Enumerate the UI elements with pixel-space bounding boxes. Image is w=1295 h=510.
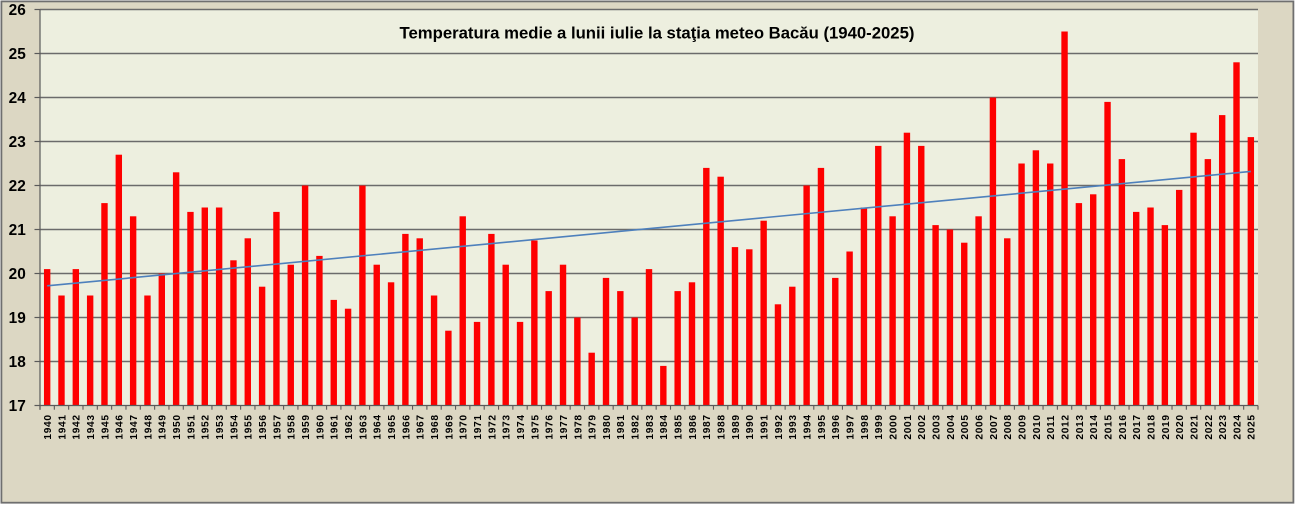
svg-text:2005: 2005	[960, 414, 971, 439]
svg-text:1983: 1983	[645, 414, 656, 439]
svg-text:1999: 1999	[874, 414, 885, 439]
svg-text:1966: 1966	[401, 414, 412, 439]
svg-text:20: 20	[9, 266, 26, 283]
svg-text:1958: 1958	[287, 414, 298, 439]
svg-text:1953: 1953	[215, 414, 226, 439]
svg-text:1993: 1993	[788, 414, 799, 439]
svg-text:26: 26	[9, 2, 26, 19]
svg-text:1957: 1957	[272, 414, 283, 439]
svg-text:1959: 1959	[301, 414, 312, 439]
svg-text:1977: 1977	[559, 414, 570, 439]
svg-text:1994: 1994	[803, 414, 814, 439]
svg-text:2021: 2021	[1189, 414, 1200, 439]
svg-text:2000: 2000	[889, 414, 900, 439]
svg-text:1941: 1941	[57, 414, 68, 439]
svg-text:2016: 2016	[1118, 414, 1129, 439]
svg-text:2011: 2011	[1046, 415, 1057, 440]
svg-text:1965: 1965	[387, 414, 398, 439]
svg-text:1954: 1954	[229, 414, 240, 439]
svg-text:1970: 1970	[459, 414, 470, 439]
svg-text:1960: 1960	[315, 414, 326, 439]
svg-text:1962: 1962	[344, 414, 355, 439]
svg-text:1992: 1992	[774, 414, 785, 439]
svg-text:1956: 1956	[258, 414, 269, 439]
svg-text:1946: 1946	[115, 414, 126, 439]
svg-text:2009: 2009	[1017, 414, 1028, 439]
svg-text:2024: 2024	[1232, 414, 1243, 439]
svg-text:2010: 2010	[1032, 414, 1043, 439]
svg-text:1979: 1979	[588, 414, 599, 439]
svg-text:18: 18	[9, 354, 27, 371]
svg-text:2023: 2023	[1218, 414, 1229, 439]
svg-text:22: 22	[9, 178, 26, 195]
svg-text:1988: 1988	[717, 414, 728, 439]
svg-text:2015: 2015	[1103, 414, 1114, 439]
svg-text:19: 19	[9, 310, 26, 327]
svg-text:1943: 1943	[86, 414, 97, 439]
svg-text:1942: 1942	[72, 414, 83, 439]
svg-text:1961: 1961	[330, 414, 341, 439]
svg-text:1995: 1995	[817, 414, 828, 439]
svg-text:2022: 2022	[1204, 414, 1215, 439]
svg-text:1955: 1955	[244, 414, 255, 439]
svg-text:1947: 1947	[129, 414, 140, 439]
svg-text:2007: 2007	[989, 414, 1000, 439]
svg-text:24: 24	[9, 90, 27, 107]
svg-text:1980: 1980	[602, 414, 613, 439]
svg-text:Temperatura medie a lunii iuli: Temperatura medie a lunii iulie la staţi…	[400, 24, 915, 43]
svg-text:1996: 1996	[831, 414, 842, 439]
svg-text:1951: 1951	[186, 414, 197, 439]
svg-text:1974: 1974	[516, 414, 527, 439]
svg-text:2013: 2013	[1075, 414, 1086, 439]
svg-text:1991: 1991	[760, 414, 771, 439]
svg-text:2012: 2012	[1060, 414, 1071, 439]
svg-text:1973: 1973	[502, 414, 513, 439]
svg-text:1964: 1964	[373, 414, 384, 439]
svg-text:2020: 2020	[1175, 414, 1186, 439]
svg-text:1976: 1976	[545, 414, 556, 439]
svg-text:1987: 1987	[702, 414, 713, 439]
svg-text:1949: 1949	[158, 414, 169, 439]
svg-text:2003: 2003	[931, 414, 942, 439]
svg-text:1978: 1978	[573, 414, 584, 439]
svg-text:1940: 1940	[43, 414, 54, 439]
svg-text:2018: 2018	[1146, 414, 1157, 439]
svg-text:2001: 2001	[903, 414, 914, 439]
svg-text:1989: 1989	[731, 414, 742, 439]
svg-text:1990: 1990	[745, 414, 756, 439]
svg-text:23: 23	[9, 134, 26, 151]
svg-text:1945: 1945	[100, 414, 111, 439]
svg-text:1981: 1981	[616, 414, 627, 439]
svg-text:1982: 1982	[631, 414, 642, 439]
svg-text:2014: 2014	[1089, 414, 1100, 439]
svg-text:1950: 1950	[172, 414, 183, 439]
svg-text:1969: 1969	[444, 414, 455, 439]
svg-text:21: 21	[9, 222, 27, 239]
svg-text:2008: 2008	[1003, 414, 1014, 439]
svg-text:1968: 1968	[430, 414, 441, 439]
svg-text:1971: 1971	[473, 414, 484, 439]
svg-text:2004: 2004	[946, 414, 957, 439]
svg-text:1948: 1948	[143, 414, 154, 439]
svg-text:2019: 2019	[1161, 414, 1172, 439]
svg-text:2017: 2017	[1132, 414, 1143, 439]
svg-text:2025: 2025	[1247, 414, 1258, 439]
svg-text:1998: 1998	[860, 414, 871, 439]
svg-text:1997: 1997	[846, 414, 857, 439]
svg-text:1986: 1986	[688, 414, 699, 439]
svg-text:1985: 1985	[674, 414, 685, 439]
svg-text:1984: 1984	[659, 414, 670, 439]
svg-text:1972: 1972	[487, 414, 498, 439]
svg-text:1967: 1967	[416, 414, 427, 439]
svg-text:2006: 2006	[974, 414, 985, 439]
svg-text:2002: 2002	[917, 414, 928, 439]
svg-text:1952: 1952	[201, 414, 212, 439]
svg-text:1975: 1975	[530, 414, 541, 439]
svg-text:17: 17	[9, 398, 26, 415]
svg-text:25: 25	[9, 46, 27, 63]
svg-text:1963: 1963	[358, 414, 369, 439]
